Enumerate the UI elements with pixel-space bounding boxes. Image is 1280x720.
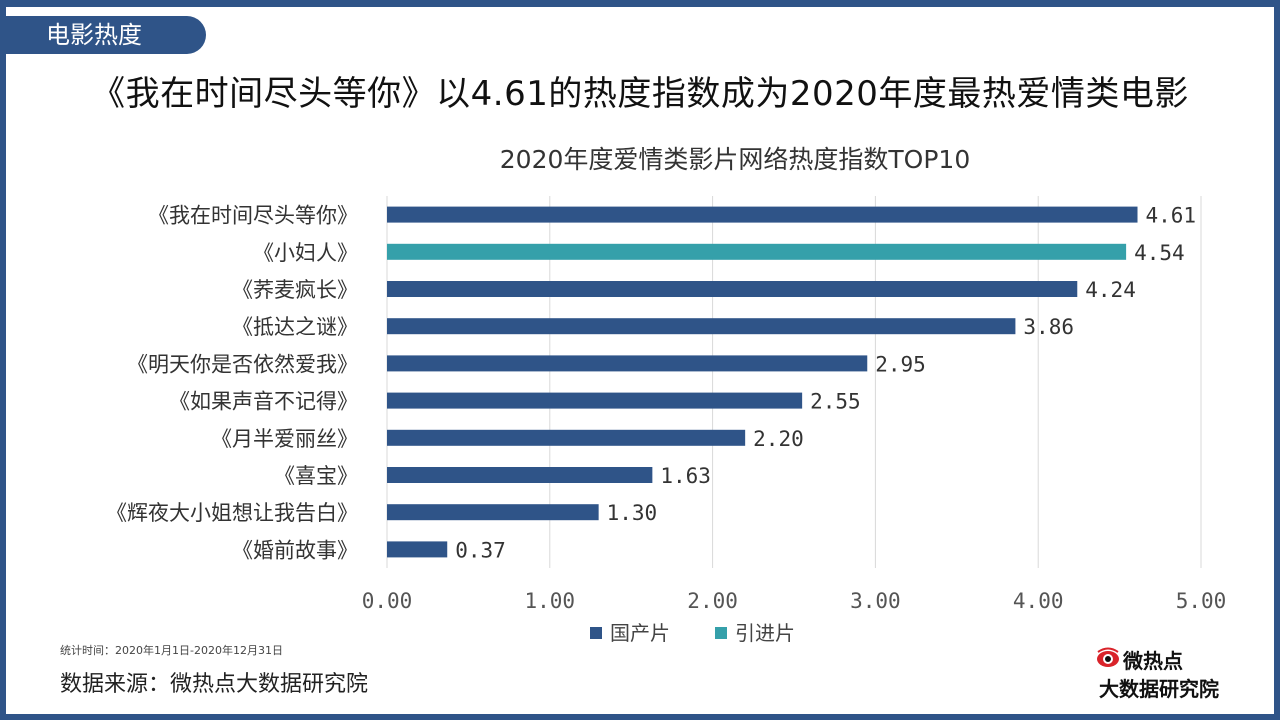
value-label: 4.61 bbox=[1146, 204, 1197, 228]
value-label: 2.95 bbox=[875, 352, 926, 376]
value-label: 4.24 bbox=[1085, 278, 1136, 302]
x-tick-label: 2.00 bbox=[687, 589, 738, 613]
brand-logo: 微热点 大数据研究院 bbox=[1095, 645, 1240, 701]
value-label: 0.37 bbox=[455, 538, 506, 562]
bar bbox=[387, 541, 448, 558]
value-label: 4.54 bbox=[1134, 241, 1185, 265]
section-tag: 电影热度 bbox=[6, 16, 206, 54]
legend-label: 国产片 bbox=[610, 621, 670, 645]
category-label: 《辉夜大小姐想让我告白》 bbox=[106, 501, 358, 525]
page-headline: 《我在时间尽头等你》以4.61的热度指数成为2020年度最热爱情类电影 bbox=[91, 74, 1189, 114]
legend-swatch bbox=[715, 627, 727, 639]
category-label: 《荞麦疯长》 bbox=[232, 278, 358, 302]
category-label: 《小妇人》 bbox=[253, 241, 358, 265]
x-tick-label: 3.00 bbox=[850, 589, 901, 613]
bar bbox=[387, 281, 1078, 297]
legend-swatch bbox=[590, 627, 602, 639]
bar bbox=[387, 392, 803, 409]
eye-logo-icon bbox=[1097, 647, 1119, 667]
stat-period: 统计时间：2020年1月1日-2020年12月31日 bbox=[60, 644, 283, 657]
category-label: 《婚前故事》 bbox=[232, 538, 358, 562]
bar bbox=[387, 467, 653, 483]
legend-label: 引进片 bbox=[735, 621, 795, 645]
value-label: 1.30 bbox=[607, 501, 658, 525]
bar bbox=[387, 318, 1016, 335]
value-label: 2.20 bbox=[753, 427, 804, 451]
x-tick-label: 5.00 bbox=[1176, 589, 1227, 613]
x-tick-label: 4.00 bbox=[1013, 589, 1064, 613]
data-source: 数据来源：微热点大数据研究院 bbox=[60, 672, 369, 697]
category-label: 《明天你是否依然爱我》 bbox=[127, 352, 358, 376]
category-label: 《月半爱丽丝》 bbox=[211, 427, 358, 451]
bar bbox=[387, 206, 1138, 223]
category-label: 《我在时间尽头等你》 bbox=[148, 204, 358, 228]
bar bbox=[387, 429, 746, 446]
x-tick-label: 1.00 bbox=[525, 589, 576, 613]
logo-text-bottom: 大数据研究院 bbox=[1099, 677, 1219, 701]
x-tick-label: 0.00 bbox=[362, 589, 413, 613]
chart-title: 2020年度爱情类影片网络热度指数TOP10 bbox=[500, 145, 970, 174]
value-label: 3.86 bbox=[1023, 315, 1074, 339]
category-label: 《喜宝》 bbox=[274, 464, 358, 488]
value-label: 2.55 bbox=[810, 390, 861, 414]
category-label: 《抵达之谜》 bbox=[232, 315, 358, 339]
bar bbox=[387, 355, 868, 372]
category-label: 《如果声音不记得》 bbox=[169, 390, 358, 414]
bar bbox=[387, 504, 599, 521]
bar bbox=[387, 243, 1127, 260]
value-label: 1.63 bbox=[660, 464, 711, 488]
logo-text-top: 微热点 bbox=[1123, 649, 1183, 673]
